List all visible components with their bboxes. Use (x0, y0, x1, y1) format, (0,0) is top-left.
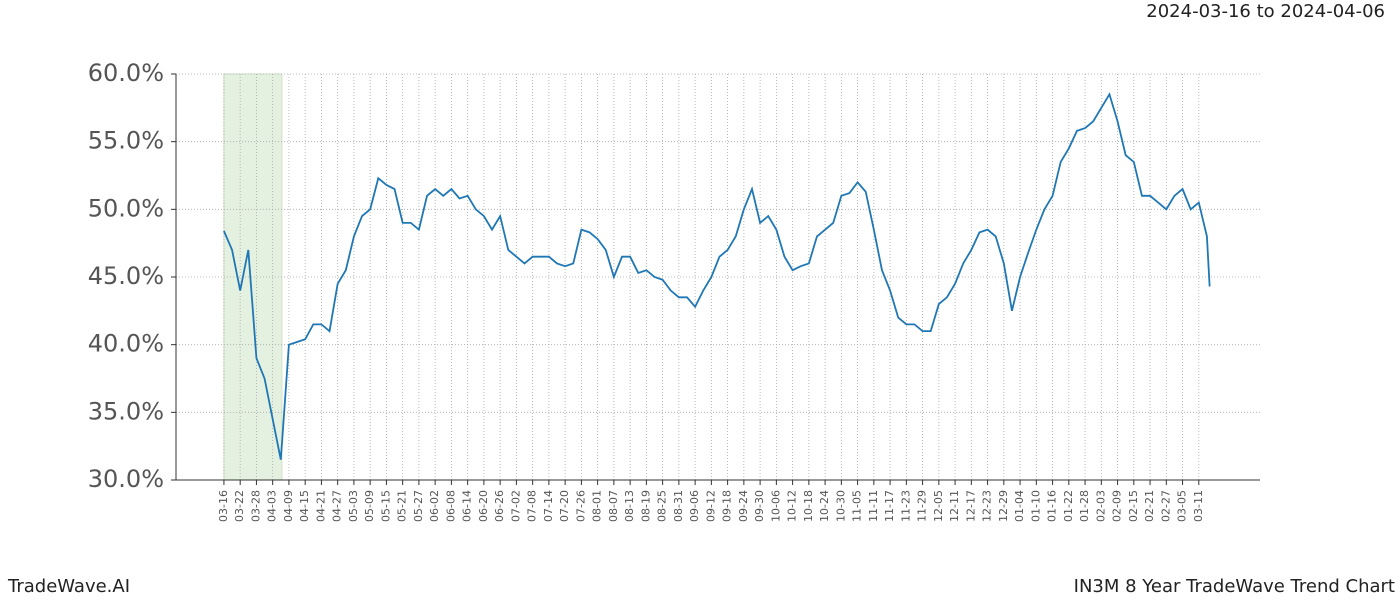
x-tick-label: 02-09 (1111, 490, 1124, 522)
x-tick-label: 07-02 (509, 490, 522, 522)
y-tick-label: 40.0% (88, 330, 164, 358)
x-tick-label: 03-28 (249, 490, 262, 522)
x-tick-label: 06-20 (477, 490, 490, 522)
x-tick-label: 06-26 (493, 490, 506, 522)
chart-title: IN3M 8 Year TradeWave Trend Chart (1074, 576, 1395, 597)
x-tick-label: 04-27 (331, 490, 344, 522)
x-tick-label: 03-05 (1176, 490, 1189, 522)
x-tick-label: 10-30 (834, 490, 847, 522)
x-tick-label: 01-10 (1029, 490, 1042, 522)
y-tick-label: 55.0% (88, 127, 164, 155)
x-tick-label: 02-21 (1143, 490, 1156, 522)
x-tick-label: 09-24 (737, 490, 750, 522)
x-tick-label: 12-23 (981, 490, 994, 522)
x-tick-label: 11-17 (883, 490, 896, 522)
x-tick-label: 06-14 (461, 490, 474, 522)
date-range: 2024-03-16 to 2024-04-06 (1146, 1, 1385, 22)
x-tick-label: 09-06 (688, 490, 701, 522)
x-tick-label: 08-01 (591, 490, 604, 522)
x-tick-label: 07-26 (574, 490, 587, 522)
x-tick-label: 05-09 (363, 490, 376, 522)
x-tick-label: 01-16 (1046, 490, 1059, 522)
x-tick-label: 04-09 (282, 490, 295, 522)
x-tick-label: 08-19 (639, 490, 652, 522)
x-tick-label: 12-11 (948, 490, 961, 522)
x-tick-label: 10-24 (818, 490, 831, 522)
x-tick-label: 08-13 (623, 490, 636, 522)
x-tick-label: 11-29 (916, 490, 929, 522)
x-tick-label: 07-14 (542, 490, 555, 522)
x-tick-label: 01-28 (1078, 490, 1091, 522)
x-tick-label: 12-05 (932, 490, 945, 522)
x-tick-label: 10-06 (769, 490, 782, 522)
x-tick-label: 05-21 (396, 490, 409, 522)
x-tick-label: 05-27 (412, 490, 425, 522)
x-tick-label: 06-08 (444, 490, 457, 522)
x-tick-label: 07-20 (558, 490, 571, 522)
x-tick-label: 11-23 (899, 490, 912, 522)
x-tick-label: 10-12 (786, 490, 799, 522)
x-tick-label: 01-22 (1062, 490, 1075, 522)
x-tick-label: 03-16 (217, 490, 230, 522)
x-tick-label: 07-08 (526, 490, 539, 522)
x-tick-label: 01-04 (1013, 490, 1026, 522)
x-tick-label: 04-15 (298, 490, 311, 522)
y-tick-label: 35.0% (88, 397, 164, 425)
x-tick-label: 02-27 (1159, 490, 1172, 522)
x-tick-label: 04-21 (314, 490, 327, 522)
x-tick-label: 06-02 (428, 490, 441, 522)
x-tick-label: 08-07 (607, 490, 620, 522)
x-tick-label: 09-30 (753, 490, 766, 522)
x-tick-label: 09-18 (721, 490, 734, 522)
brand: TradeWave.AI (7, 576, 130, 597)
x-tick-label: 03-11 (1192, 490, 1205, 522)
x-tick-label: 03-22 (233, 490, 246, 522)
y-tick-label: 60.0% (88, 59, 164, 87)
x-tick-label: 08-25 (656, 490, 669, 522)
y-tick-label: 45.0% (88, 262, 164, 290)
x-tick-label: 09-12 (704, 490, 717, 522)
x-tick-label: 12-17 (964, 490, 977, 522)
y-tick-label: 50.0% (88, 194, 164, 222)
x-tick-label: 11-11 (867, 490, 880, 522)
y-tick-label: 30.0% (88, 465, 164, 493)
x-tick-label: 11-05 (851, 490, 864, 522)
trend-line (223, 92, 1211, 460)
x-tick-label: 04-03 (266, 490, 279, 522)
x-tick-label: 05-15 (379, 490, 392, 522)
x-tick-label: 02-03 (1094, 490, 1107, 522)
x-tick-label: 08-31 (672, 490, 685, 522)
x-tick-label: 12-29 (997, 490, 1010, 522)
x-tick-label: 10-18 (802, 490, 815, 522)
x-tick-label: 05-03 (347, 490, 360, 522)
x-tick-label: 02-15 (1127, 490, 1140, 522)
